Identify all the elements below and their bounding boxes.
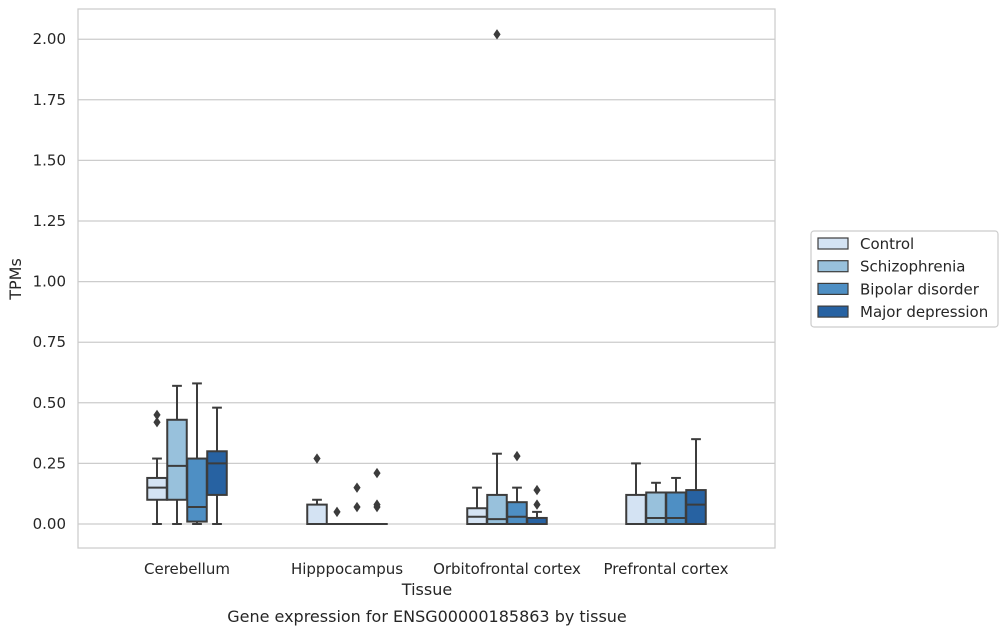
box-0-2 [466,486,488,525]
box-iqr [166,418,188,501]
x-tick-label: Prefrontal cortex [604,560,729,578]
legend-swatch [817,260,849,273]
x-tick-label: Orbitofrontal cortex [433,560,581,578]
box-2-2 [506,450,528,525]
box-iqr [306,503,328,526]
boxes [146,29,707,526]
x-tick-label: Cerebellum [144,560,230,578]
y-tick-label: 0.75 [33,333,66,351]
outlier-point [373,467,381,479]
box-iqr [506,501,528,525]
y-tick-labels: 0.00 0.25 0.50 0.75 1.00 1.25 1.50 1.75 2.00 [33,30,66,533]
plot-area-frame [77,8,776,549]
box-iqr [206,450,228,496]
box-2-0 [186,382,208,525]
x-axis-label: Tissue [401,580,452,599]
y-tick-label: 1.75 [33,91,66,109]
legend-label: Major depression [860,303,988,321]
outlier-point [153,416,161,428]
box-iqr [645,491,667,526]
y-tick-label: 0.25 [33,454,66,472]
y-tick-label: 1.00 [33,273,66,291]
box-3-3 [685,438,707,525]
legend-label: Bipolar disorder [860,280,980,298]
box-iqr [625,493,647,525]
y-tick-label: 0.00 [33,515,66,533]
box-3-2 [526,484,548,526]
box-iqr [685,489,707,525]
y-tick-label: 0.50 [33,394,66,412]
chart-caption: Gene expression for ENSG00000185863 by t… [227,607,627,626]
box-3-1 [366,467,388,526]
y-axis-label: TPMs [6,258,25,301]
legend: Control Schizophrenia Bipolar disorder Majo… [810,230,999,328]
outlier-point [333,506,341,518]
y-tick-label: 2.00 [33,30,66,48]
box-0-1 [306,453,328,526]
legend-label: Control [860,235,914,253]
outlier-point [493,29,501,40]
box-0-3 [625,462,647,525]
y-tick-label: 1.25 [33,212,66,230]
box-1-2 [486,29,508,525]
box-2-1 [346,482,368,526]
legend-swatch [817,305,849,318]
box-iqr [186,457,208,523]
x-tick-label: Hipppocampus [291,560,403,578]
outlier-point [353,482,361,493]
outlier-point [153,409,161,421]
box-iqr [146,476,168,501]
box-iqr [665,491,687,526]
legend-swatch [817,282,849,295]
x-tick-labels: Cerebellum Hipppocampus Orbitofrontal cort… [144,560,729,578]
outlier-point [353,501,361,513]
box-1-3 [645,481,667,526]
legend-swatch [817,237,849,250]
box-3-0 [206,406,228,525]
legend-frame [810,230,999,328]
outlier-point [533,484,541,496]
outlier-point [533,499,541,510]
outlier-point [513,450,521,462]
legend-label: Schizophrenia [860,258,965,276]
outlier-point [313,453,321,464]
y-tick-label: 1.50 [33,151,66,169]
outlier-point [373,501,381,513]
